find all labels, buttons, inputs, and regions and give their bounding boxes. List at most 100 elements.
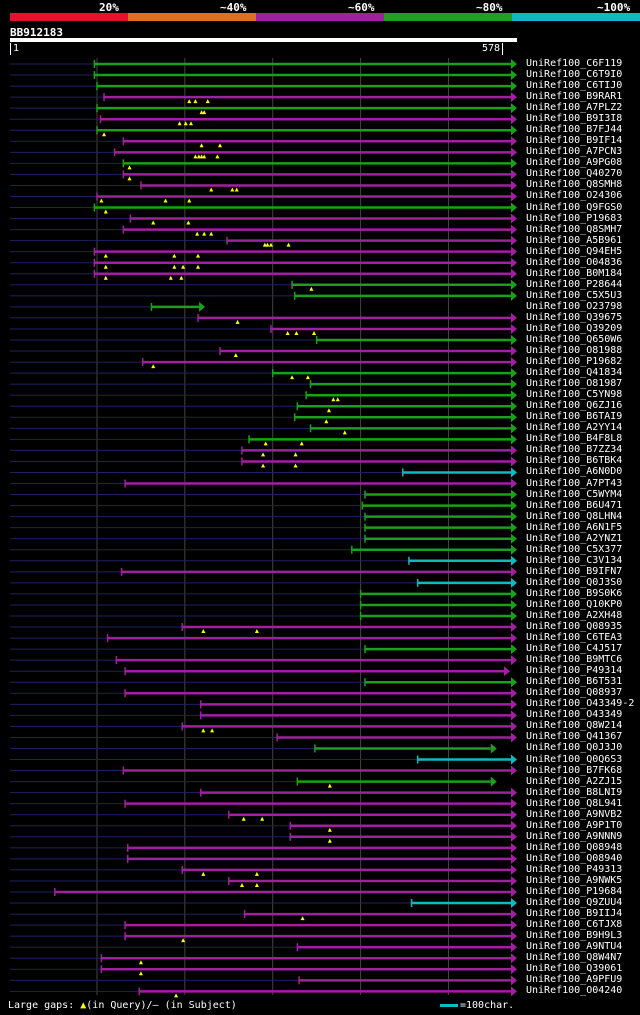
hit-label[interactable]: UniRef100_C4J517 (526, 643, 623, 655)
hit-label[interactable]: UniRef100_B9IFN7 (526, 565, 623, 577)
hit-label[interactable]: UniRef100_Q40270 (526, 168, 623, 180)
hit-label[interactable]: UniRef100_Q8SMH7 (526, 223, 623, 235)
hit-label[interactable]: UniRef100_B9MTC6 (526, 654, 623, 666)
hit-label[interactable]: UniRef100_B6U471 (526, 499, 623, 511)
hit-label[interactable]: UniRef100_B6TBK4 (526, 455, 623, 467)
hit-label[interactable]: UniRef100_P28644 (526, 278, 623, 290)
hit-label[interactable]: UniRef100_Q41367 (526, 731, 623, 743)
hit-label[interactable]: UniRef100_Q39675 (526, 311, 623, 323)
hit-label[interactable]: UniRef100_A5B961 (526, 234, 623, 246)
hit-label[interactable]: UniRef100_B9H9L3 (526, 930, 623, 942)
hit-label[interactable]: UniRef100_Q0Q6S3 (526, 753, 623, 765)
hit-arrow (511, 864, 517, 875)
query-gap-marker (235, 319, 240, 324)
hit-label[interactable]: UniRef100_Q8LHN4 (526, 510, 623, 522)
query-gap-marker (193, 154, 198, 159)
hit-label[interactable]: UniRef100_B6T531 (526, 676, 623, 688)
hit-label[interactable]: UniRef100_B9IF14 (526, 135, 623, 147)
hit-label[interactable]: UniRef100_Q0J3S0 (526, 576, 623, 588)
hit-label[interactable]: UniRef100_A9NNN9 (526, 830, 623, 842)
hit-label[interactable]: UniRef100_Q8SMH8 (526, 179, 623, 191)
hit-label[interactable]: UniRef100_B6TAI9 (526, 411, 623, 423)
query-gap-marker (103, 253, 108, 258)
hit-label[interactable]: UniRef100_O24306 (526, 190, 623, 202)
hit-label[interactable]: UniRef100_A9PFU9 (526, 974, 623, 986)
hit-label[interactable]: UniRef100_Q8L941 (526, 797, 623, 809)
hit-label[interactable]: UniRef100_B9I3I8 (526, 113, 623, 125)
hit-label[interactable]: UniRef100_Q39209 (526, 322, 623, 334)
hit-label[interactable]: UniRef100_B9IIJ4 (526, 908, 623, 920)
hit-label[interactable]: UniRef100_A2ZJ15 (526, 775, 623, 787)
hit-label[interactable]: UniRef100_Q9FGS0 (526, 201, 623, 213)
hit-label[interactable]: UniRef100_C6T9I0 (526, 69, 623, 81)
hit-label[interactable]: UniRef100_O43349 (526, 709, 623, 721)
hit-label[interactable]: UniRef100_P49313 (526, 863, 623, 875)
scale-label: ~100% (597, 1, 631, 14)
hit-label[interactable]: UniRef100_C6TIJ0 (526, 80, 623, 92)
hit-label[interactable]: UniRef100_A2XH48 (526, 610, 623, 621)
hit-label[interactable]: UniRef100_B7ZZ34 (526, 444, 623, 456)
query-gap-marker (335, 397, 340, 402)
hit-label[interactable]: UniRef100_Q39061 (526, 963, 623, 975)
hit-label[interactable]: UniRef100_O81987 (526, 378, 623, 390)
hit-label[interactable]: UniRef100_B7FJ44 (526, 124, 623, 136)
hit-label[interactable]: UniRef100_B9RAR1 (526, 91, 623, 103)
hit-label[interactable]: UniRef100_B4F8L8 (526, 433, 623, 445)
hit-label[interactable]: UniRef100_A6N1F5 (526, 521, 623, 533)
hit-label[interactable]: UniRef100_P19684 (526, 886, 623, 897)
legend-subject: (in Subject) (158, 1000, 237, 1011)
hit-label[interactable]: UniRef100_P19683 (526, 212, 623, 224)
hit-label[interactable]: UniRef100_Q94EH5 (526, 245, 623, 257)
hit-label[interactable]: UniRef100_C5YN98 (526, 389, 623, 401)
hit-label[interactable]: UniRef100_A7PLZ2 (526, 102, 623, 114)
hit-label[interactable]: UniRef100_A9NTU4 (526, 941, 623, 953)
query-gap-marker (285, 330, 290, 335)
hit-label[interactable]: UniRef100_A7PT43 (526, 477, 623, 489)
hit-label[interactable]: UniRef100_Q9ZUU4 (526, 897, 623, 909)
hit-label[interactable]: UniRef100_Q8W214 (526, 720, 623, 732)
hit-label[interactable]: UniRef100_Q8W4N7 (526, 952, 623, 964)
hit-label[interactable]: UniRef100_O23798 (526, 300, 623, 312)
hit-label[interactable]: UniRef100_A6N0D0 (526, 466, 623, 478)
hit-label[interactable]: UniRef100_A9PG08 (526, 157, 623, 169)
hit-label[interactable]: UniRef100_A9NVB2 (526, 808, 623, 820)
hit-label[interactable]: UniRef100_C5WYM4 (526, 488, 623, 500)
query-gap-marker (326, 408, 331, 413)
hit-label[interactable]: UniRef100_P19682 (526, 356, 623, 368)
hit-label[interactable]: UniRef100_Q650W6 (526, 334, 623, 345)
hit-label[interactable]: UniRef100_Q08937 (526, 687, 623, 699)
hit-label[interactable]: UniRef100_A2YNZ1 (526, 532, 623, 544)
query-gap-marker (102, 132, 107, 137)
hit-label[interactable]: UniRef100_Q0J3J0 (526, 742, 623, 754)
hit-label[interactable]: UniRef100_A9NWK5 (526, 874, 623, 886)
hit-label[interactable]: UniRef100_B8LNI9 (526, 786, 623, 798)
hit-arrow (511, 257, 517, 268)
hit-label[interactable]: UniRef100_Q41834 (526, 367, 623, 379)
hit-label[interactable]: UniRef100_O04240 (526, 985, 623, 997)
hit-label[interactable]: UniRef100_C6TEA3 (526, 632, 623, 644)
hit-label[interactable]: UniRef100_A9P1T0 (526, 819, 623, 831)
hit-label[interactable]: UniRef100_B9S0K6 (526, 587, 623, 599)
hit-label[interactable]: UniRef100_Q08940 (526, 852, 623, 864)
hit-label[interactable]: UniRef100_O81988 (526, 345, 623, 357)
hit-arrow (511, 931, 517, 942)
hit-label[interactable]: UniRef100_A7PCN3 (526, 146, 623, 158)
hit-label[interactable]: UniRef100_A2YY14 (526, 422, 623, 434)
hit-label[interactable]: UniRef100_B7FK68 (526, 764, 623, 776)
hit-label[interactable]: UniRef100_C3V134 (526, 554, 623, 566)
hit-label[interactable]: UniRef100_Q08935 (526, 621, 623, 633)
hit-label[interactable]: UniRef100_O04836 (526, 256, 623, 268)
hit-arrow (511, 59, 517, 69)
query-gap-marker (202, 154, 207, 159)
hit-label[interactable]: UniRef100_O43349-2 (526, 698, 635, 710)
scale-segment (128, 13, 256, 21)
hit-label[interactable]: UniRef100_C5X377 (526, 543, 623, 555)
hit-label[interactable]: UniRef100_C5X5U3 (526, 289, 623, 301)
hit-label[interactable]: UniRef100_C6F119 (526, 58, 623, 69)
hit-label[interactable]: UniRef100_Q6ZJ16 (526, 400, 623, 412)
hit-label[interactable]: UniRef100_Q08948 (526, 841, 623, 853)
hit-label[interactable]: UniRef100_C6TJX8 (526, 919, 623, 931)
hit-label[interactable]: UniRef100_Q10KP0 (526, 598, 623, 610)
hit-label[interactable]: UniRef100_B0M184 (526, 267, 623, 279)
hit-label[interactable]: UniRef100_P49314 (526, 665, 623, 677)
